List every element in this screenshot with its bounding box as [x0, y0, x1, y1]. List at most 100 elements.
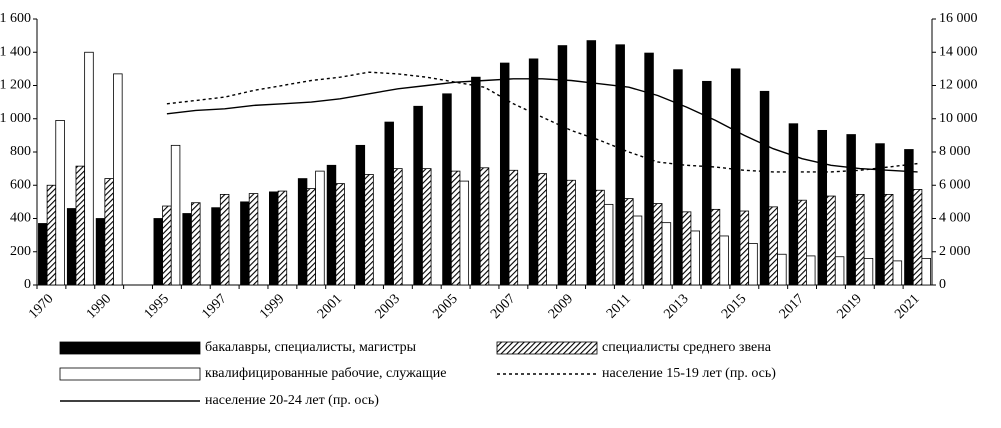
bar	[834, 256, 845, 286]
x-tick-label: 2013	[661, 291, 691, 321]
bar	[788, 123, 799, 286]
legend-swatch	[496, 341, 598, 355]
bar	[615, 44, 625, 286]
bar	[892, 260, 903, 286]
bar	[528, 58, 539, 286]
bar	[38, 223, 48, 286]
x-tick-label: 2005	[430, 291, 460, 321]
bar	[211, 207, 221, 286]
bar	[277, 190, 288, 286]
bar	[632, 215, 643, 286]
bar	[826, 195, 836, 286]
bar	[499, 62, 510, 286]
bar	[797, 199, 807, 286]
bar	[442, 93, 452, 286]
bar	[557, 45, 568, 286]
bar	[355, 144, 366, 286]
legend-label: население 20-24 лет (пр. ось)	[205, 393, 379, 408]
y2-tick-label: 0	[939, 277, 946, 292]
bar	[315, 170, 325, 286]
bar	[384, 121, 394, 286]
bar	[817, 129, 828, 286]
bar	[537, 173, 547, 286]
bar	[306, 188, 317, 286]
bar	[413, 105, 423, 286]
bar	[269, 191, 279, 286]
x-tick-label: 2007	[488, 291, 518, 321]
bar	[681, 211, 692, 286]
bar	[95, 218, 106, 286]
bar	[46, 184, 57, 286]
y2-tick-label: 8 000	[939, 144, 971, 159]
bar	[566, 179, 576, 286]
legend-label: бакалавры, специалисты, магистры	[205, 340, 417, 355]
y-tick-label: 1 000	[0, 111, 31, 126]
legend-label: квалифицированные рабочие, служащие	[205, 366, 446, 381]
x-tick-label: 1999	[257, 291, 287, 321]
bar	[393, 168, 403, 286]
bar	[673, 69, 683, 286]
y-tick-label: 1 600	[0, 11, 31, 26]
bar	[777, 253, 787, 286]
y-tick-label: 1 400	[0, 44, 31, 59]
legend-swatch	[59, 341, 201, 355]
bar	[459, 180, 470, 286]
bar	[595, 189, 605, 286]
legend-label: специалисты среднего звена	[602, 340, 772, 355]
bar	[586, 40, 597, 286]
y-tick-label: 1 200	[0, 78, 31, 93]
bar	[652, 203, 663, 286]
bar	[508, 169, 519, 286]
bar	[904, 149, 914, 286]
bar	[875, 143, 885, 286]
x-tick-label: 2017	[777, 291, 807, 321]
bar	[170, 144, 181, 286]
bar	[768, 206, 778, 286]
y2-tick-label: 14 000	[939, 44, 978, 59]
bar	[883, 193, 894, 286]
bar	[104, 178, 114, 286]
x-tick-label: 2021	[892, 291, 922, 321]
bar	[863, 257, 874, 286]
y-tick-label: 0	[24, 277, 31, 292]
bar	[690, 230, 700, 286]
bar	[855, 193, 865, 286]
bar	[846, 134, 856, 286]
y2-tick-label: 6 000	[939, 177, 971, 192]
bar	[730, 68, 741, 286]
bar	[335, 183, 345, 286]
bar	[624, 198, 634, 286]
x-tick-label: 1990	[84, 291, 114, 321]
x-tick-label: 2009	[546, 291, 576, 321]
y-tick-label: 600	[10, 177, 31, 192]
bar	[710, 208, 721, 286]
x-tick-label: 1970	[26, 291, 56, 321]
bar	[162, 205, 172, 286]
bar	[759, 90, 770, 286]
y2-tick-label: 16 000	[939, 11, 978, 26]
bar	[479, 167, 490, 286]
bar	[661, 222, 672, 286]
bar	[75, 165, 86, 286]
legend-swatch	[59, 367, 201, 381]
x-tick-label: 1995	[142, 291, 172, 321]
bar	[66, 208, 77, 286]
bar	[719, 235, 729, 286]
x-tick-label: 2019	[835, 291, 865, 321]
bar	[921, 257, 931, 286]
y2-tick-label: 4 000	[939, 211, 971, 226]
bar	[912, 189, 923, 286]
bar	[450, 170, 461, 286]
bar	[748, 243, 758, 286]
bar	[471, 76, 481, 286]
bar	[240, 201, 250, 286]
bar	[739, 210, 750, 286]
y2-tick-label: 12 000	[939, 78, 978, 93]
y2-tick-label: 10 000	[939, 111, 978, 126]
bar	[153, 218, 163, 286]
bar	[55, 120, 65, 286]
bar	[113, 73, 123, 286]
bar	[191, 202, 201, 286]
y-tick-label: 400	[10, 211, 31, 226]
